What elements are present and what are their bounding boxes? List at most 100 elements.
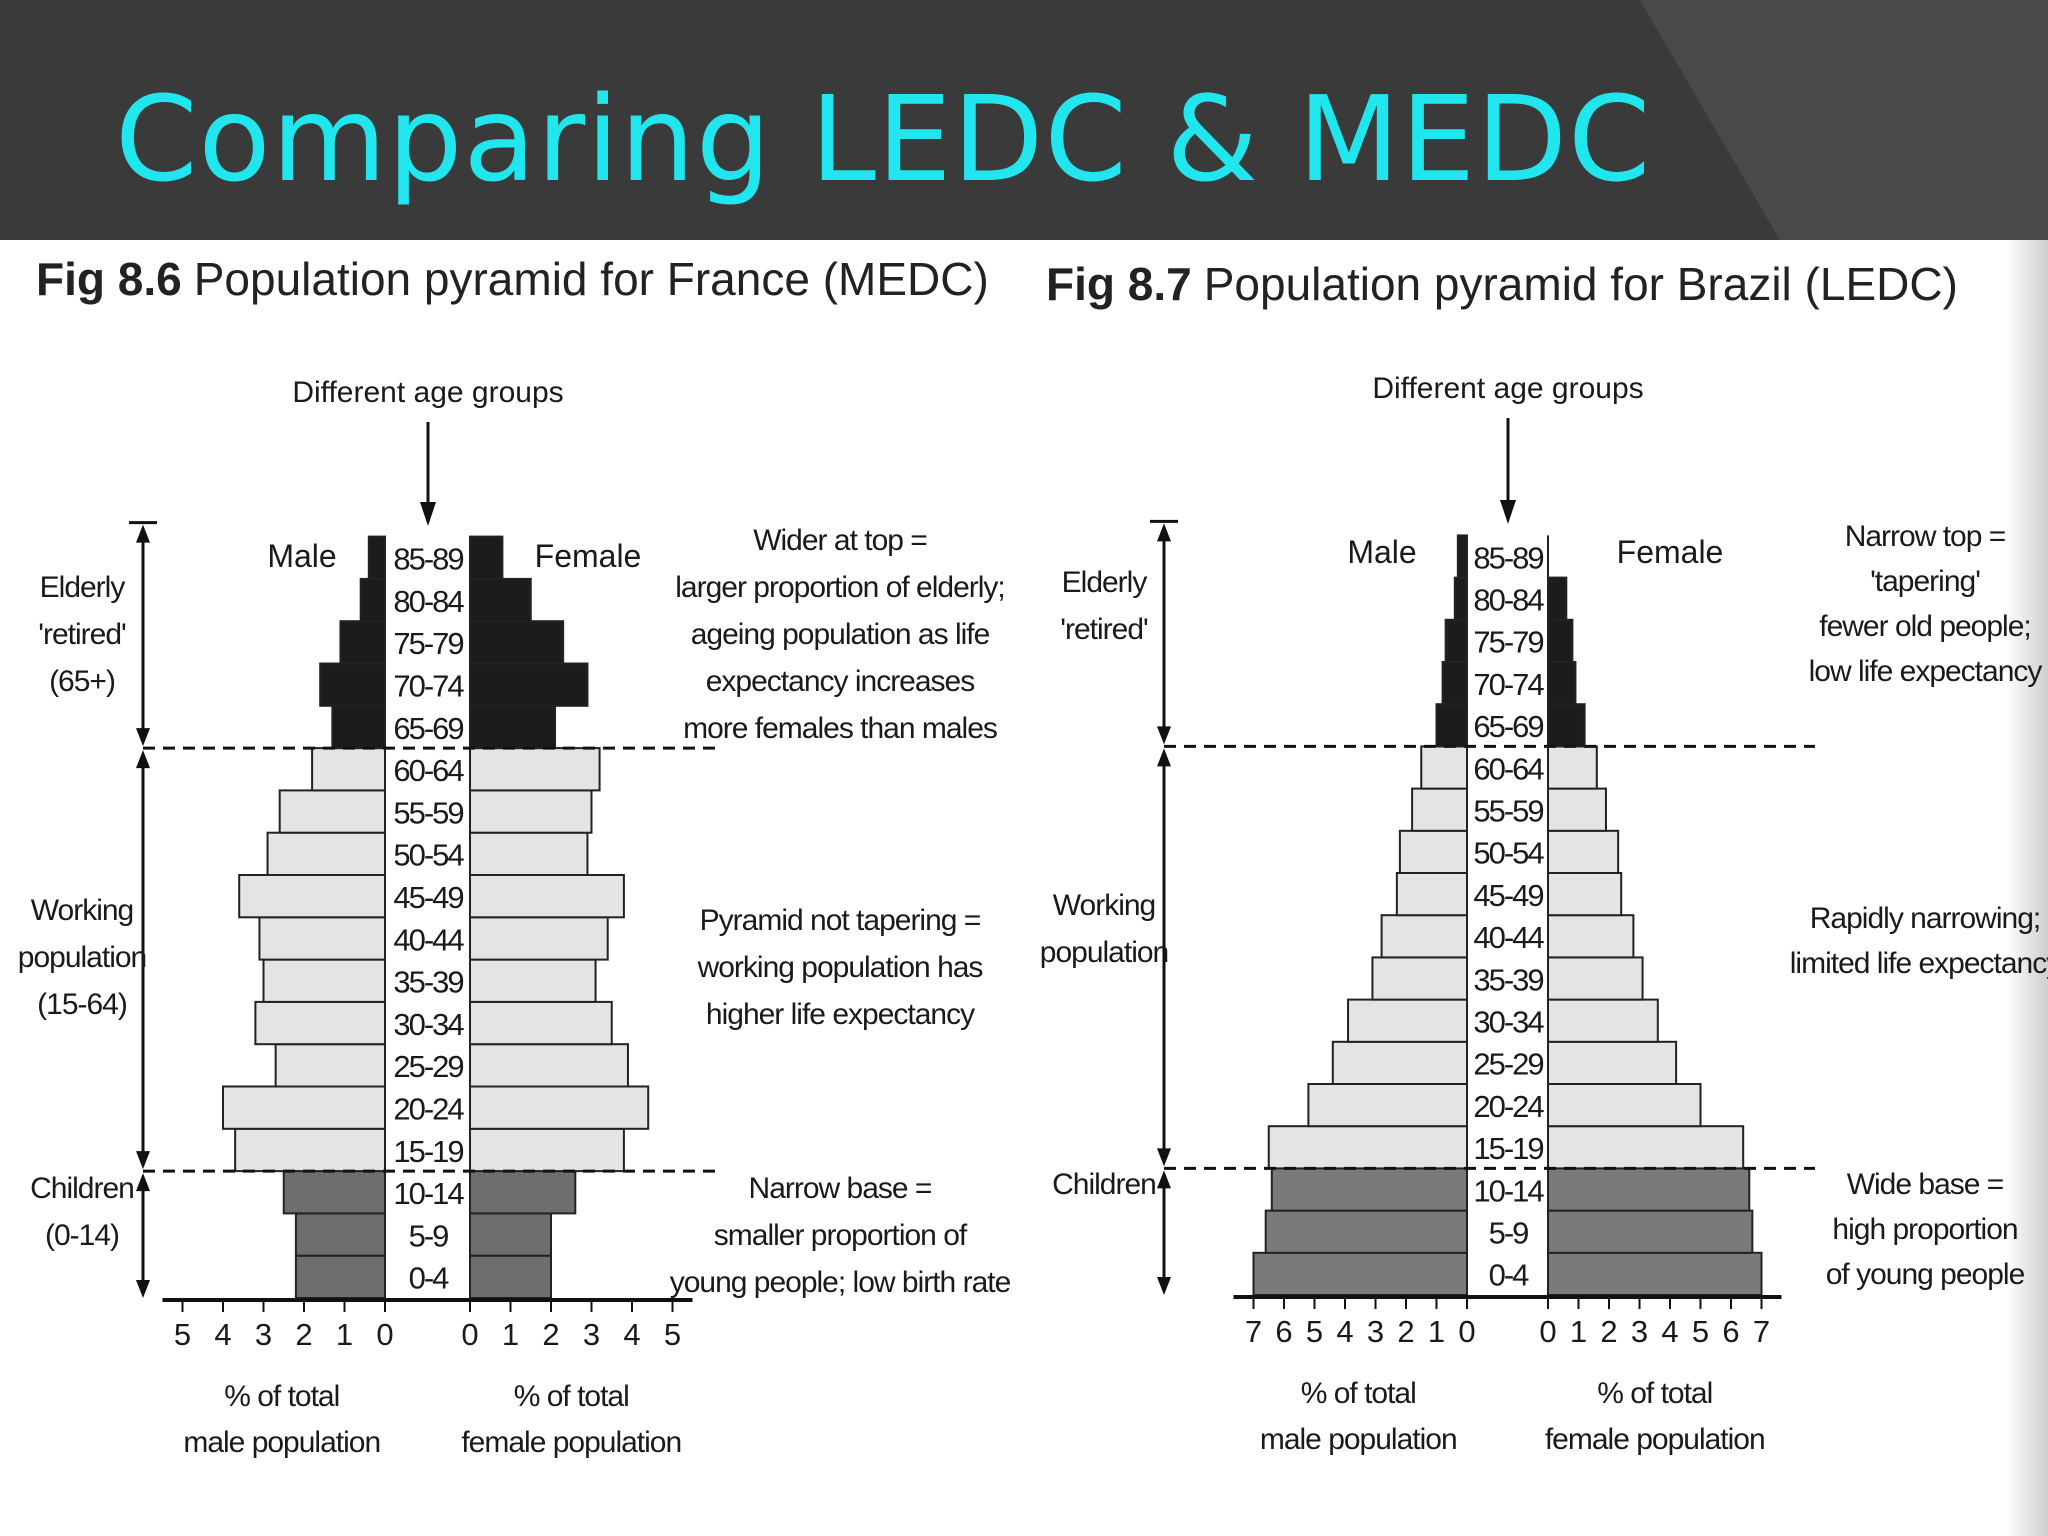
- fig1-female-bar-15-19: [469, 1127, 625, 1173]
- fig2-male-bar-70-74: [1441, 661, 1468, 706]
- fig2-female-tick-label-5: 5: [1692, 1314, 1709, 1349]
- fig2-female-bar-65-69: [1547, 703, 1586, 748]
- fig1-annotation-2-line-0: Narrow base =: [749, 1172, 932, 1205]
- fig1-female-bar-20-24: [469, 1085, 650, 1130]
- fig1-title: Population pyramid for France (MEDC): [194, 253, 989, 305]
- fig1-age-label-25-29: 25-29: [393, 1049, 463, 1084]
- fig2-male-bar-75-79: [1444, 618, 1469, 663]
- fig2-age-label-40-44: 40-44: [1473, 920, 1544, 955]
- fig1-male-tick-label-3: 3: [255, 1317, 272, 1352]
- fig1-female-bar-40-44: [469, 916, 609, 961]
- fig2-annotation-2-line-1: high proportion: [1832, 1213, 2017, 1246]
- fig1-age-label-30-34: 30-34: [393, 1007, 464, 1042]
- fig1-group-label-2-line-1: (0-14): [45, 1219, 119, 1252]
- fig2-female-tick-label-7: 7: [1753, 1314, 1770, 1349]
- fig2-male-bar-0-4: [1252, 1251, 1468, 1296]
- fig2-age-label-30-34: 30-34: [1473, 1005, 1544, 1040]
- fig1-age-label-75-79: 75-79: [393, 626, 463, 661]
- fig2-female-bar-15-19: [1547, 1125, 1745, 1170]
- fig2-age-label-5-9: 5-9: [1489, 1216, 1529, 1251]
- fig1-bracket-children-arrow-up: [136, 1173, 150, 1192]
- fig1-female-bar-10-14: [469, 1170, 577, 1215]
- fig1-male-bar-60-64: [311, 747, 387, 792]
- fig1-female-tick-label-0: 0: [461, 1317, 478, 1352]
- fig1-male-bar-0-4: [294, 1254, 386, 1300]
- fig1-age-label-20-24: 20-24: [393, 1091, 464, 1126]
- fig2-male-bar-35-39: [1371, 956, 1468, 1001]
- fig2-group-label-0-line-1: 'retired': [1060, 613, 1148, 646]
- fig1-annotation-0-line-1: larger proportion of elderly;: [675, 571, 1005, 604]
- fig1-female-bar-50-54: [469, 831, 589, 877]
- fig2-female-bar-0-4: [1547, 1251, 1763, 1296]
- fig1-age-label-85-89: 85-89: [393, 542, 463, 577]
- fig2-male-tick-label-7: 7: [1245, 1314, 1262, 1349]
- fig1-female-bar-85-89: [469, 535, 504, 580]
- fig2-annotation-1-line-0: Rapidly narrowing;: [1810, 902, 2040, 935]
- fig1-female-tick-label-4: 4: [623, 1317, 640, 1352]
- fig1-group-label-0-line-1: 'retired': [38, 618, 126, 651]
- fig1-group-label-0-line-2: (65+): [49, 665, 115, 698]
- fig2-female-bar-45-49: [1547, 872, 1623, 917]
- fig2-male-tick-label-0: 0: [1458, 1314, 1475, 1349]
- slide-title: Comparing LEDC & MEDC: [115, 70, 1652, 208]
- fig2-male-bar-65-69: [1435, 703, 1468, 748]
- fig1-female-bar-45-49: [469, 874, 625, 919]
- fig2-female-bar-75-79: [1547, 618, 1574, 663]
- fig2-annotation-2-line-0: Wide base =: [1847, 1168, 2004, 1201]
- fig2-age-label-20-24: 20-24: [1473, 1089, 1544, 1124]
- fig2-female-bar-35-39: [1547, 956, 1644, 1001]
- fig2-age-label-55-59: 55-59: [1473, 794, 1543, 829]
- fig1-male-bar-30-34: [254, 1000, 386, 1046]
- fig1-male-tick-label-5: 5: [174, 1317, 191, 1352]
- fig2-age-label-60-64: 60-64: [1473, 751, 1544, 786]
- fig1-male-bar-70-74: [319, 662, 387, 707]
- fig2-female-bar-30-34: [1547, 998, 1659, 1043]
- fig2-female-bar-60-64: [1547, 745, 1598, 790]
- fig1-male-bar-15-19: [234, 1127, 386, 1173]
- fig2-female-bar-20-24: [1547, 1083, 1702, 1128]
- fig1-annotation-2-line-1: smaller proportion of: [714, 1219, 968, 1252]
- fig1-female-bar-5-9: [469, 1212, 552, 1257]
- fig1-age-label-80-84: 80-84: [393, 584, 464, 619]
- fig2-male-tick-label-6: 6: [1275, 1314, 1292, 1349]
- fig2-group-label-2-line-0: Children: [1052, 1168, 1156, 1201]
- fig1-male-tick-label-0: 0: [376, 1317, 393, 1352]
- fig2-male-bar-40-44: [1380, 914, 1468, 959]
- fig2-female-tick-label-1: 1: [1570, 1314, 1587, 1349]
- fig2-female-tick-label-0: 0: [1539, 1314, 1556, 1349]
- fig1-male-tick-label-1: 1: [336, 1317, 353, 1352]
- fig2-age-label-85-89: 85-89: [1473, 540, 1543, 575]
- fig1-age-label-45-49: 45-49: [393, 880, 463, 915]
- fig2-annotation-0-line-0: Narrow top =: [1845, 520, 2006, 553]
- fig1-bracket-working-arrow-down: [136, 1151, 150, 1170]
- fig1-age-label-50-54: 50-54: [393, 838, 464, 873]
- fig1-male-bar-5-9: [294, 1212, 386, 1257]
- fig2-male-bar-50-54: [1398, 829, 1469, 874]
- fig2-female-bar-10-14: [1547, 1167, 1751, 1212]
- fig1-female-bar-25-29: [469, 1043, 629, 1088]
- fig2-female-bar-5-9: [1547, 1209, 1754, 1254]
- fig2-male-bar-20-24: [1307, 1083, 1469, 1128]
- fig2-center-arrow-head: [1500, 500, 1516, 524]
- fig2-age-label-45-49: 45-49: [1473, 878, 1543, 913]
- fig2-age-label-65-69: 65-69: [1473, 709, 1543, 744]
- fig2-xlabel-female-line-0: % of total: [1597, 1377, 1712, 1410]
- fig2-female-bar-25-29: [1547, 1040, 1678, 1085]
- fig2-male-bar-60-64: [1420, 745, 1468, 790]
- fig1-annotation-0-line-0: Wider at top =: [753, 524, 927, 557]
- fig2-group-label-1-line-1: population: [1040, 936, 1168, 969]
- fig1-age-label-60-64: 60-64: [393, 753, 464, 788]
- fig1-male-bar-20-24: [222, 1085, 386, 1130]
- fig2-male-bar-25-29: [1331, 1040, 1469, 1085]
- fig1-annotation-1-line-1: working population has: [697, 951, 983, 984]
- fig2-male-bar-5-9: [1264, 1209, 1468, 1254]
- fig2-age-label-80-84: 80-84: [1473, 583, 1544, 618]
- fig1-xlabel-female-line-0: % of total: [514, 1380, 629, 1413]
- fig2-xlabel-male-line-1: male population: [1260, 1423, 1457, 1456]
- fig1-age-label-70-74: 70-74: [393, 668, 464, 703]
- fig1-female-bar-70-74: [469, 662, 589, 707]
- fig2-xlabel-female-line-1: female population: [1545, 1423, 1765, 1456]
- fig1-male-tick-label-4: 4: [214, 1317, 231, 1352]
- fig2-annotation-0-line-1: 'tapering': [1870, 565, 1980, 598]
- fig2-age-label-75-79: 75-79: [1473, 625, 1543, 660]
